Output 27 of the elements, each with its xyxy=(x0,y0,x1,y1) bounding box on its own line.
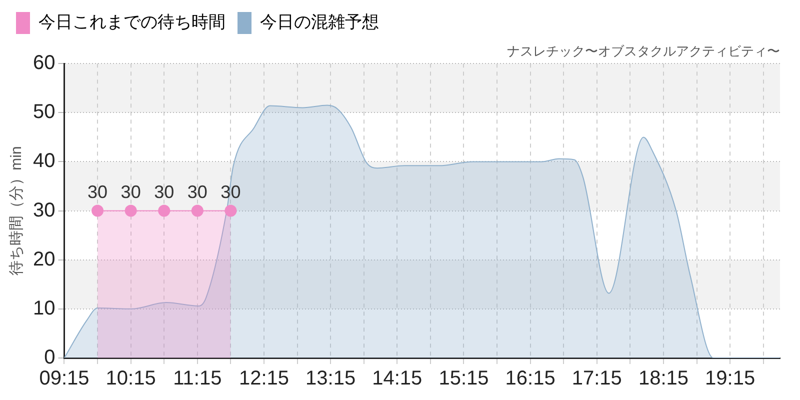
legend-label: 今日の混雑予想 xyxy=(260,12,379,32)
data-label: 30 xyxy=(88,182,108,202)
x-tick-label: 18:15 xyxy=(638,368,689,390)
legend-label: 今日これまでの待ち時間 xyxy=(38,12,226,32)
x-tick-label: 17:15 xyxy=(572,368,622,390)
x-tick-label: 10:15 xyxy=(106,368,156,390)
x-tick-label: 15:15 xyxy=(438,368,489,390)
data-label: 30 xyxy=(120,182,141,202)
x-tick-label: 19:15 xyxy=(705,368,756,390)
y-axis-title: 待ち時間（分）min xyxy=(8,146,26,276)
y-tick-label: 0 xyxy=(44,346,56,369)
y-tick-label: 60 xyxy=(32,52,56,74)
y-tick-label: 20 xyxy=(32,248,56,270)
y-tick-label: 30 xyxy=(32,199,56,222)
x-tick-label: 14:15 xyxy=(372,368,422,390)
x-tick-label: 11:15 xyxy=(173,368,222,390)
chart-subtitle: ナスレチック〜オブスタクルアクティビティ〜 xyxy=(507,43,780,58)
data-label: 30 xyxy=(154,182,174,202)
y-tick-label: 40 xyxy=(32,150,56,172)
data-label: 30 xyxy=(220,182,241,202)
x-tick-label: 12:15 xyxy=(238,368,290,390)
x-tick-label: 16:15 xyxy=(505,368,556,390)
x-tick-label: 09:15 xyxy=(39,368,90,390)
x-tick-label: 13:15 xyxy=(306,368,356,390)
data-label: 30 xyxy=(187,182,208,202)
y-tick-label: 50 xyxy=(32,101,56,124)
y-tick-label: 10 xyxy=(32,297,56,320)
